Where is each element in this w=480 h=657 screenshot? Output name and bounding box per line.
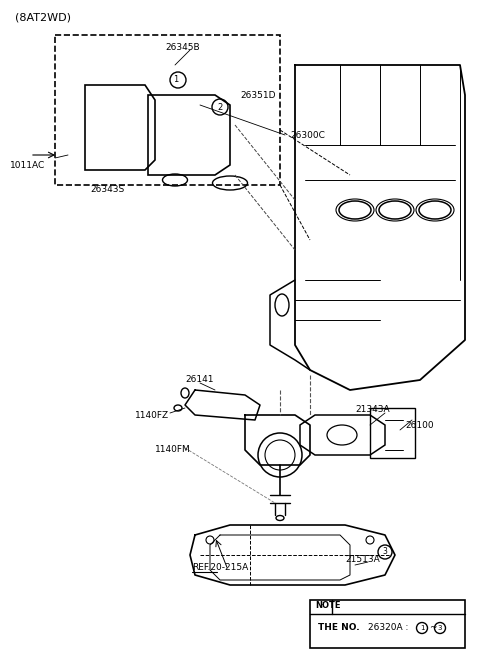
Text: THE NO.: THE NO. xyxy=(318,623,360,633)
Text: 26141: 26141 xyxy=(185,376,214,384)
Text: 2: 2 xyxy=(217,102,223,112)
Text: 3: 3 xyxy=(438,625,442,631)
Text: 26345B: 26345B xyxy=(165,43,200,51)
Bar xyxy=(310,600,465,648)
Text: (8AT2WD): (8AT2WD) xyxy=(15,13,71,23)
Text: 1011AC: 1011AC xyxy=(10,160,45,170)
Text: 21343A: 21343A xyxy=(355,405,390,415)
Text: ~: ~ xyxy=(429,623,436,633)
Text: 26351D: 26351D xyxy=(240,91,276,99)
Text: NOTE: NOTE xyxy=(315,602,340,610)
Text: 1140FZ: 1140FZ xyxy=(135,411,169,420)
Text: REF.20-215A: REF.20-215A xyxy=(192,564,248,572)
Text: 1: 1 xyxy=(420,625,424,631)
Text: 26300C: 26300C xyxy=(290,131,325,139)
Text: 3: 3 xyxy=(383,547,387,556)
Text: 1140FM: 1140FM xyxy=(155,445,191,455)
Text: 26343S: 26343S xyxy=(90,185,124,194)
Text: 1: 1 xyxy=(173,76,179,85)
Text: 26320A :: 26320A : xyxy=(368,623,411,633)
Text: 21513A: 21513A xyxy=(345,556,380,564)
Text: 26100: 26100 xyxy=(405,420,433,430)
